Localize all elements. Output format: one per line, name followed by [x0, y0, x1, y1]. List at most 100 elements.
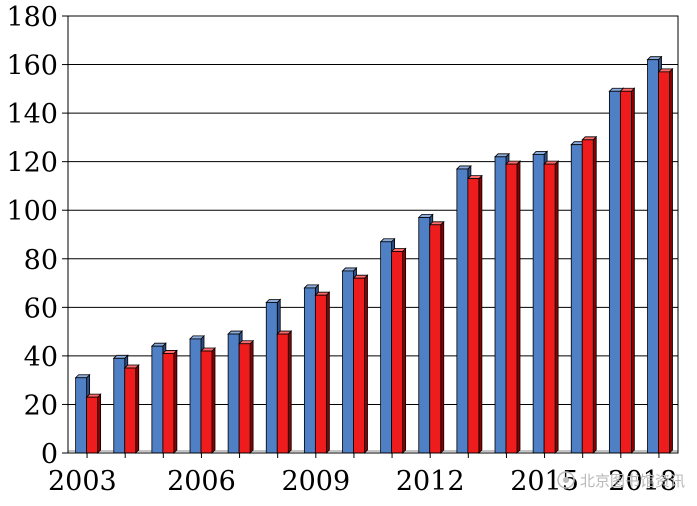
y-tick-label-0: 0: [41, 439, 58, 470]
bar-top: [390, 248, 407, 252]
bar-top: [428, 221, 445, 226]
x-tick-label-2012: 2012: [396, 466, 465, 497]
y-tick-label-160: 160: [6, 51, 58, 82]
bar-2006-s2: [200, 347, 216, 454]
bar-top: [417, 214, 434, 218]
bar-front: [189, 338, 202, 454]
bar-front: [276, 333, 289, 454]
x-tick-label-2015: 2015: [510, 466, 579, 497]
bar-front: [467, 178, 480, 454]
bar-front: [75, 377, 88, 454]
bar-2016-s2: [581, 135, 598, 454]
bar-front: [113, 357, 126, 454]
bar-side: [554, 160, 559, 454]
bar-front: [162, 353, 175, 454]
y-tick-label-140: 140: [6, 99, 58, 130]
bars-layer: [74, 55, 674, 454]
bar-top: [494, 153, 510, 158]
bar-side: [173, 349, 178, 454]
x-tick-label-2003: 2003: [48, 466, 117, 497]
bar-top: [543, 160, 560, 165]
x-tick-label-2018: 2018: [608, 466, 677, 497]
bar-top: [314, 291, 331, 296]
bar-top: [379, 238, 396, 243]
bar-front: [342, 270, 354, 454]
bar-front: [303, 287, 316, 454]
bar-front: [532, 153, 545, 454]
y-tick-label-180: 180: [6, 2, 58, 33]
bar-front: [429, 224, 442, 454]
y-tick-label-120: 120: [6, 148, 58, 179]
bar-side: [249, 339, 254, 454]
bar-top: [189, 335, 205, 340]
bar-front: [647, 59, 659, 454]
bar-front: [151, 345, 164, 454]
bar-2003-s2: [85, 393, 102, 454]
bar-top: [505, 160, 521, 165]
bar-2005-s2: [161, 349, 178, 454]
bar-side: [97, 393, 102, 454]
bar-front: [265, 302, 278, 454]
bar-side: [669, 67, 673, 454]
bar-side: [402, 247, 407, 454]
bar-front: [391, 251, 404, 454]
bar-top: [265, 299, 282, 303]
bar-front: [608, 90, 621, 454]
bar-2012-s2: [428, 220, 445, 454]
bar-front: [456, 168, 469, 454]
bar-front: [353, 277, 365, 454]
bar-front: [418, 217, 431, 454]
bar-side: [211, 347, 216, 454]
labels-layer: 0 20 40 60 80 100 120 140 160 180 2003 2006 2009 2012…: [6, 2, 677, 497]
bar-top: [112, 354, 129, 359]
bar-top: [532, 150, 549, 155]
bar-top: [646, 56, 663, 61]
bar-front: [238, 343, 251, 454]
bar-2004-s2: [123, 364, 140, 454]
bar-2017-s2: [619, 87, 636, 454]
y-tick-label-100: 100: [6, 196, 58, 227]
bar-2008-s2: [276, 330, 293, 454]
x-tick-label-2009: 2009: [281, 466, 350, 497]
bar-side: [325, 291, 330, 454]
bar-top: [74, 374, 91, 379]
bar-front: [570, 144, 583, 454]
bar-front: [227, 333, 240, 454]
bar-top: [238, 340, 255, 345]
bar-side: [364, 274, 368, 454]
bar-front: [124, 367, 137, 454]
bar-front: [380, 241, 393, 454]
y-tick-label-80: 80: [24, 245, 58, 276]
bar-top: [466, 175, 483, 180]
bar-2009-s2: [314, 291, 331, 454]
bar-top: [581, 136, 598, 141]
bar-front: [581, 139, 594, 454]
bar-front: [314, 294, 327, 454]
bar-2015-s2: [543, 160, 560, 454]
bar-side: [630, 87, 635, 454]
bar-top: [85, 393, 102, 398]
axis-layer: [62, 15, 679, 458]
bar-side: [440, 220, 445, 454]
bar-front: [658, 71, 670, 454]
bar-top: [303, 284, 320, 289]
bar-2010-s2: [352, 274, 369, 454]
bar-front: [619, 90, 632, 454]
bar-2013-s2: [466, 174, 483, 454]
bar-side: [287, 330, 292, 454]
bar-top: [227, 330, 244, 335]
bar-top: [276, 330, 293, 335]
bar-top: [161, 350, 178, 354]
watermark-text: 北京图书馆资讯: [580, 472, 685, 490]
bar-top: [150, 342, 167, 347]
bar-front: [200, 350, 213, 454]
x-tick-label-2006: 2006: [167, 466, 236, 497]
bar-side: [135, 364, 140, 454]
plot-area-border: [67, 15, 679, 454]
watermark-logo-dot-icon: [563, 477, 569, 483]
bar-2011-s2: [390, 247, 407, 454]
bar-2014-s2: [505, 160, 521, 454]
bar-top: [619, 87, 636, 92]
bar-top: [455, 165, 472, 170]
